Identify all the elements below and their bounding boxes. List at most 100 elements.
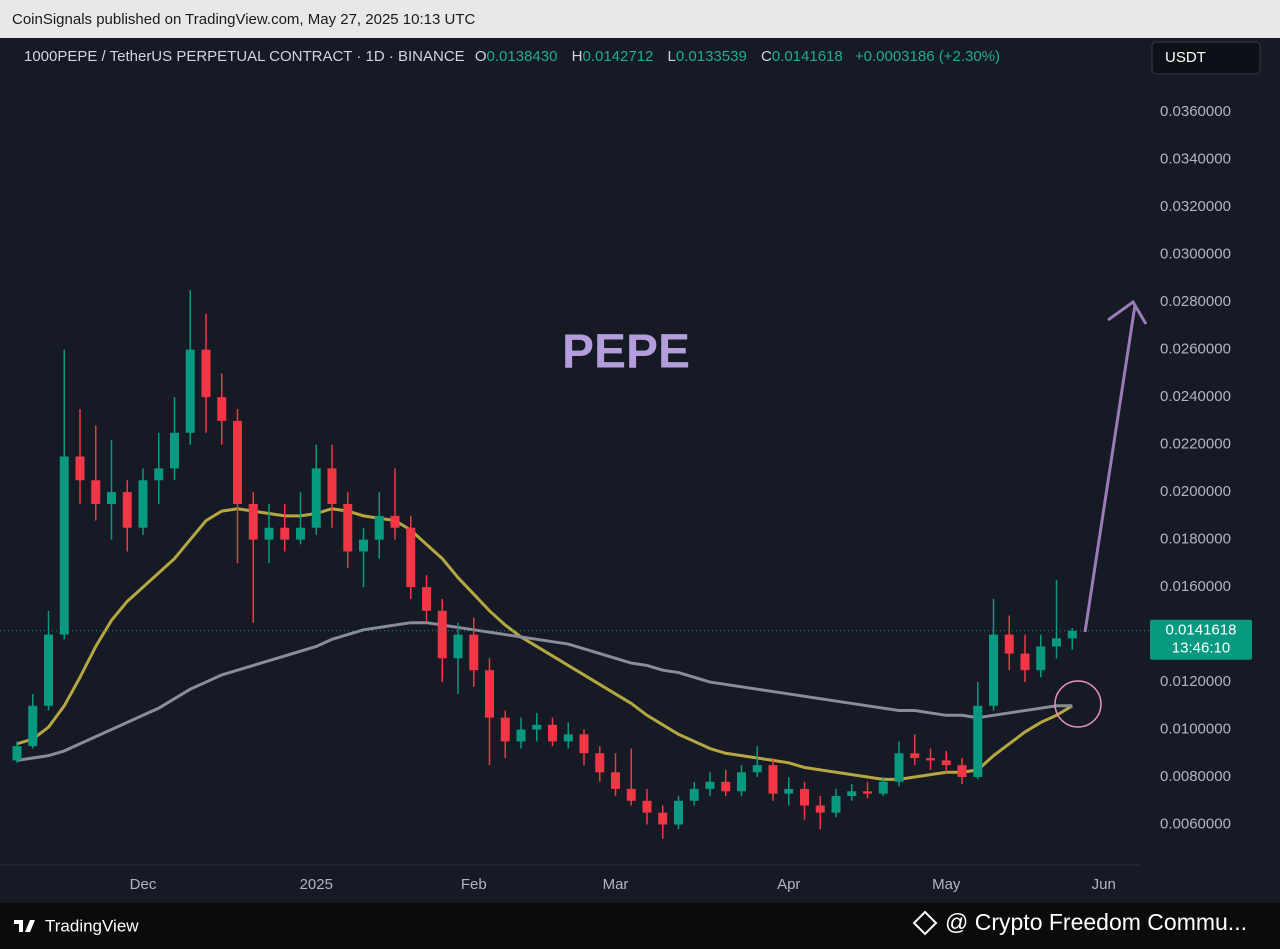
candle-body [280, 527, 290, 540]
candle-body [878, 781, 888, 794]
plot: 0.0060000 0.0080000 0.0100000 0.0120000 0.01… [0, 103, 1252, 893]
candle-body [122, 492, 132, 528]
y-tick-label: 0.0180000 [1160, 531, 1231, 548]
brand: TradingView [45, 916, 139, 935]
candle-body [343, 503, 353, 552]
candle-body [815, 805, 825, 813]
annotation: PEPE [562, 326, 690, 379]
y-tick-label: 0.0260000 [1160, 341, 1231, 358]
x-tick-label: Dec [130, 876, 157, 893]
ohlc-value: 0.0133539 [676, 48, 747, 65]
candle-body [59, 456, 69, 635]
candle-body [784, 788, 794, 794]
candle-body [689, 788, 699, 801]
candle-body [453, 634, 463, 659]
candle-body [847, 791, 857, 797]
price-badge [1150, 619, 1252, 660]
candle-body [721, 781, 731, 792]
candle-body [941, 760, 951, 766]
candle-body [737, 772, 746, 792]
candle-body [658, 812, 668, 825]
candle-body [201, 349, 211, 398]
y-tick-label: 0.0100000 [1160, 721, 1231, 738]
x-tick-label: Jun [1092, 876, 1116, 893]
ohlc-label: H [572, 48, 583, 65]
candle-body [674, 800, 683, 825]
candle-body [422, 587, 431, 611]
y-tick-label: 0.0340000 [1160, 151, 1231, 168]
candle-body [44, 634, 53, 706]
candle-body [595, 753, 605, 773]
chart-background [0, 38, 1280, 903]
candle-body [642, 800, 652, 813]
candle-body [359, 539, 368, 552]
currency-label[interactable]: USDT [1165, 49, 1206, 66]
candle-body [406, 527, 416, 588]
candle-body [626, 788, 636, 801]
ohlc-value: 0.0142712 [582, 48, 653, 65]
candle-body [91, 480, 101, 504]
candle-body [579, 734, 589, 754]
candle-body [233, 420, 242, 504]
candle-body [154, 468, 164, 481]
candle-body [516, 729, 526, 742]
symbol-line: 1000PEPE / TetherUS PERPETUAL CONTRACT ·… [24, 48, 1000, 65]
candle-body [1052, 638, 1061, 647]
highlight-circle [1054, 680, 1102, 728]
candle-body [327, 468, 337, 504]
published-note: CoinSignals published on TradingView.com… [12, 11, 475, 28]
candle-body [863, 791, 872, 794]
candle-body [989, 634, 998, 706]
candle-body [831, 796, 841, 813]
price-badge-value: 0.0141618 [1166, 622, 1237, 639]
candle-body [264, 527, 274, 540]
candle-body [800, 788, 809, 806]
y-tick-label: 0.0280000 [1160, 293, 1231, 310]
currency-button[interactable] [1151, 41, 1261, 75]
candle-body [1036, 646, 1046, 671]
candle-body [390, 515, 400, 528]
x-tick-label: 2025 [300, 876, 333, 893]
candle-body [296, 527, 305, 540]
x-tick-label: Mar [603, 876, 629, 893]
candle-body [311, 468, 321, 528]
candle-body [563, 734, 573, 742]
ohlc-label: L [668, 48, 676, 65]
y-tick-label: 0.0320000 [1160, 198, 1231, 215]
ohlc-value: 0.0141618 [772, 48, 843, 65]
projection-arrow [1083, 299, 1148, 633]
x-tick-label: May [932, 876, 961, 893]
candle-body [1004, 634, 1014, 654]
price-badge-countdown: 13:46:10 [1172, 640, 1230, 657]
x-tick-label: Apr [777, 876, 800, 893]
candle-body [768, 765, 778, 794]
candle-body [485, 670, 494, 718]
candle-body [894, 753, 904, 782]
candle-body [752, 765, 762, 773]
symbol: 1000PEPE / TetherUS PERPETUAL CONTRACT ·… [24, 48, 465, 65]
candle-body [437, 610, 447, 659]
candle-body [1020, 653, 1030, 671]
y-tick-label: 0.0080000 [1160, 768, 1231, 785]
y-tick-label: 0.0160000 [1160, 578, 1231, 595]
ohlc-label: O [475, 48, 487, 65]
moving-average [16, 621, 1073, 762]
ohlc-label: C [761, 48, 772, 65]
candle-body [910, 753, 920, 759]
ohlc-value: 0.0138430 [487, 48, 558, 65]
y-tick-label: 0.0200000 [1160, 483, 1231, 500]
change: +0.0003186 (+2.30%) [855, 48, 1000, 65]
candle-body [973, 705, 983, 778]
candle-body [107, 492, 116, 504]
candle-body [926, 758, 935, 761]
y-tick-label: 0.0360000 [1160, 103, 1231, 120]
candle-body [75, 456, 85, 481]
candle-body [957, 765, 967, 778]
credit: @ Crypto Freedom Commu... [945, 909, 1247, 935]
top-bar [0, 0, 1280, 38]
y-tick-label: 0.0240000 [1160, 388, 1231, 405]
candle-body [611, 772, 620, 789]
y-tick-label: 0.0300000 [1160, 246, 1231, 263]
bottom-bar [0, 903, 1280, 949]
candle-body [138, 480, 148, 528]
